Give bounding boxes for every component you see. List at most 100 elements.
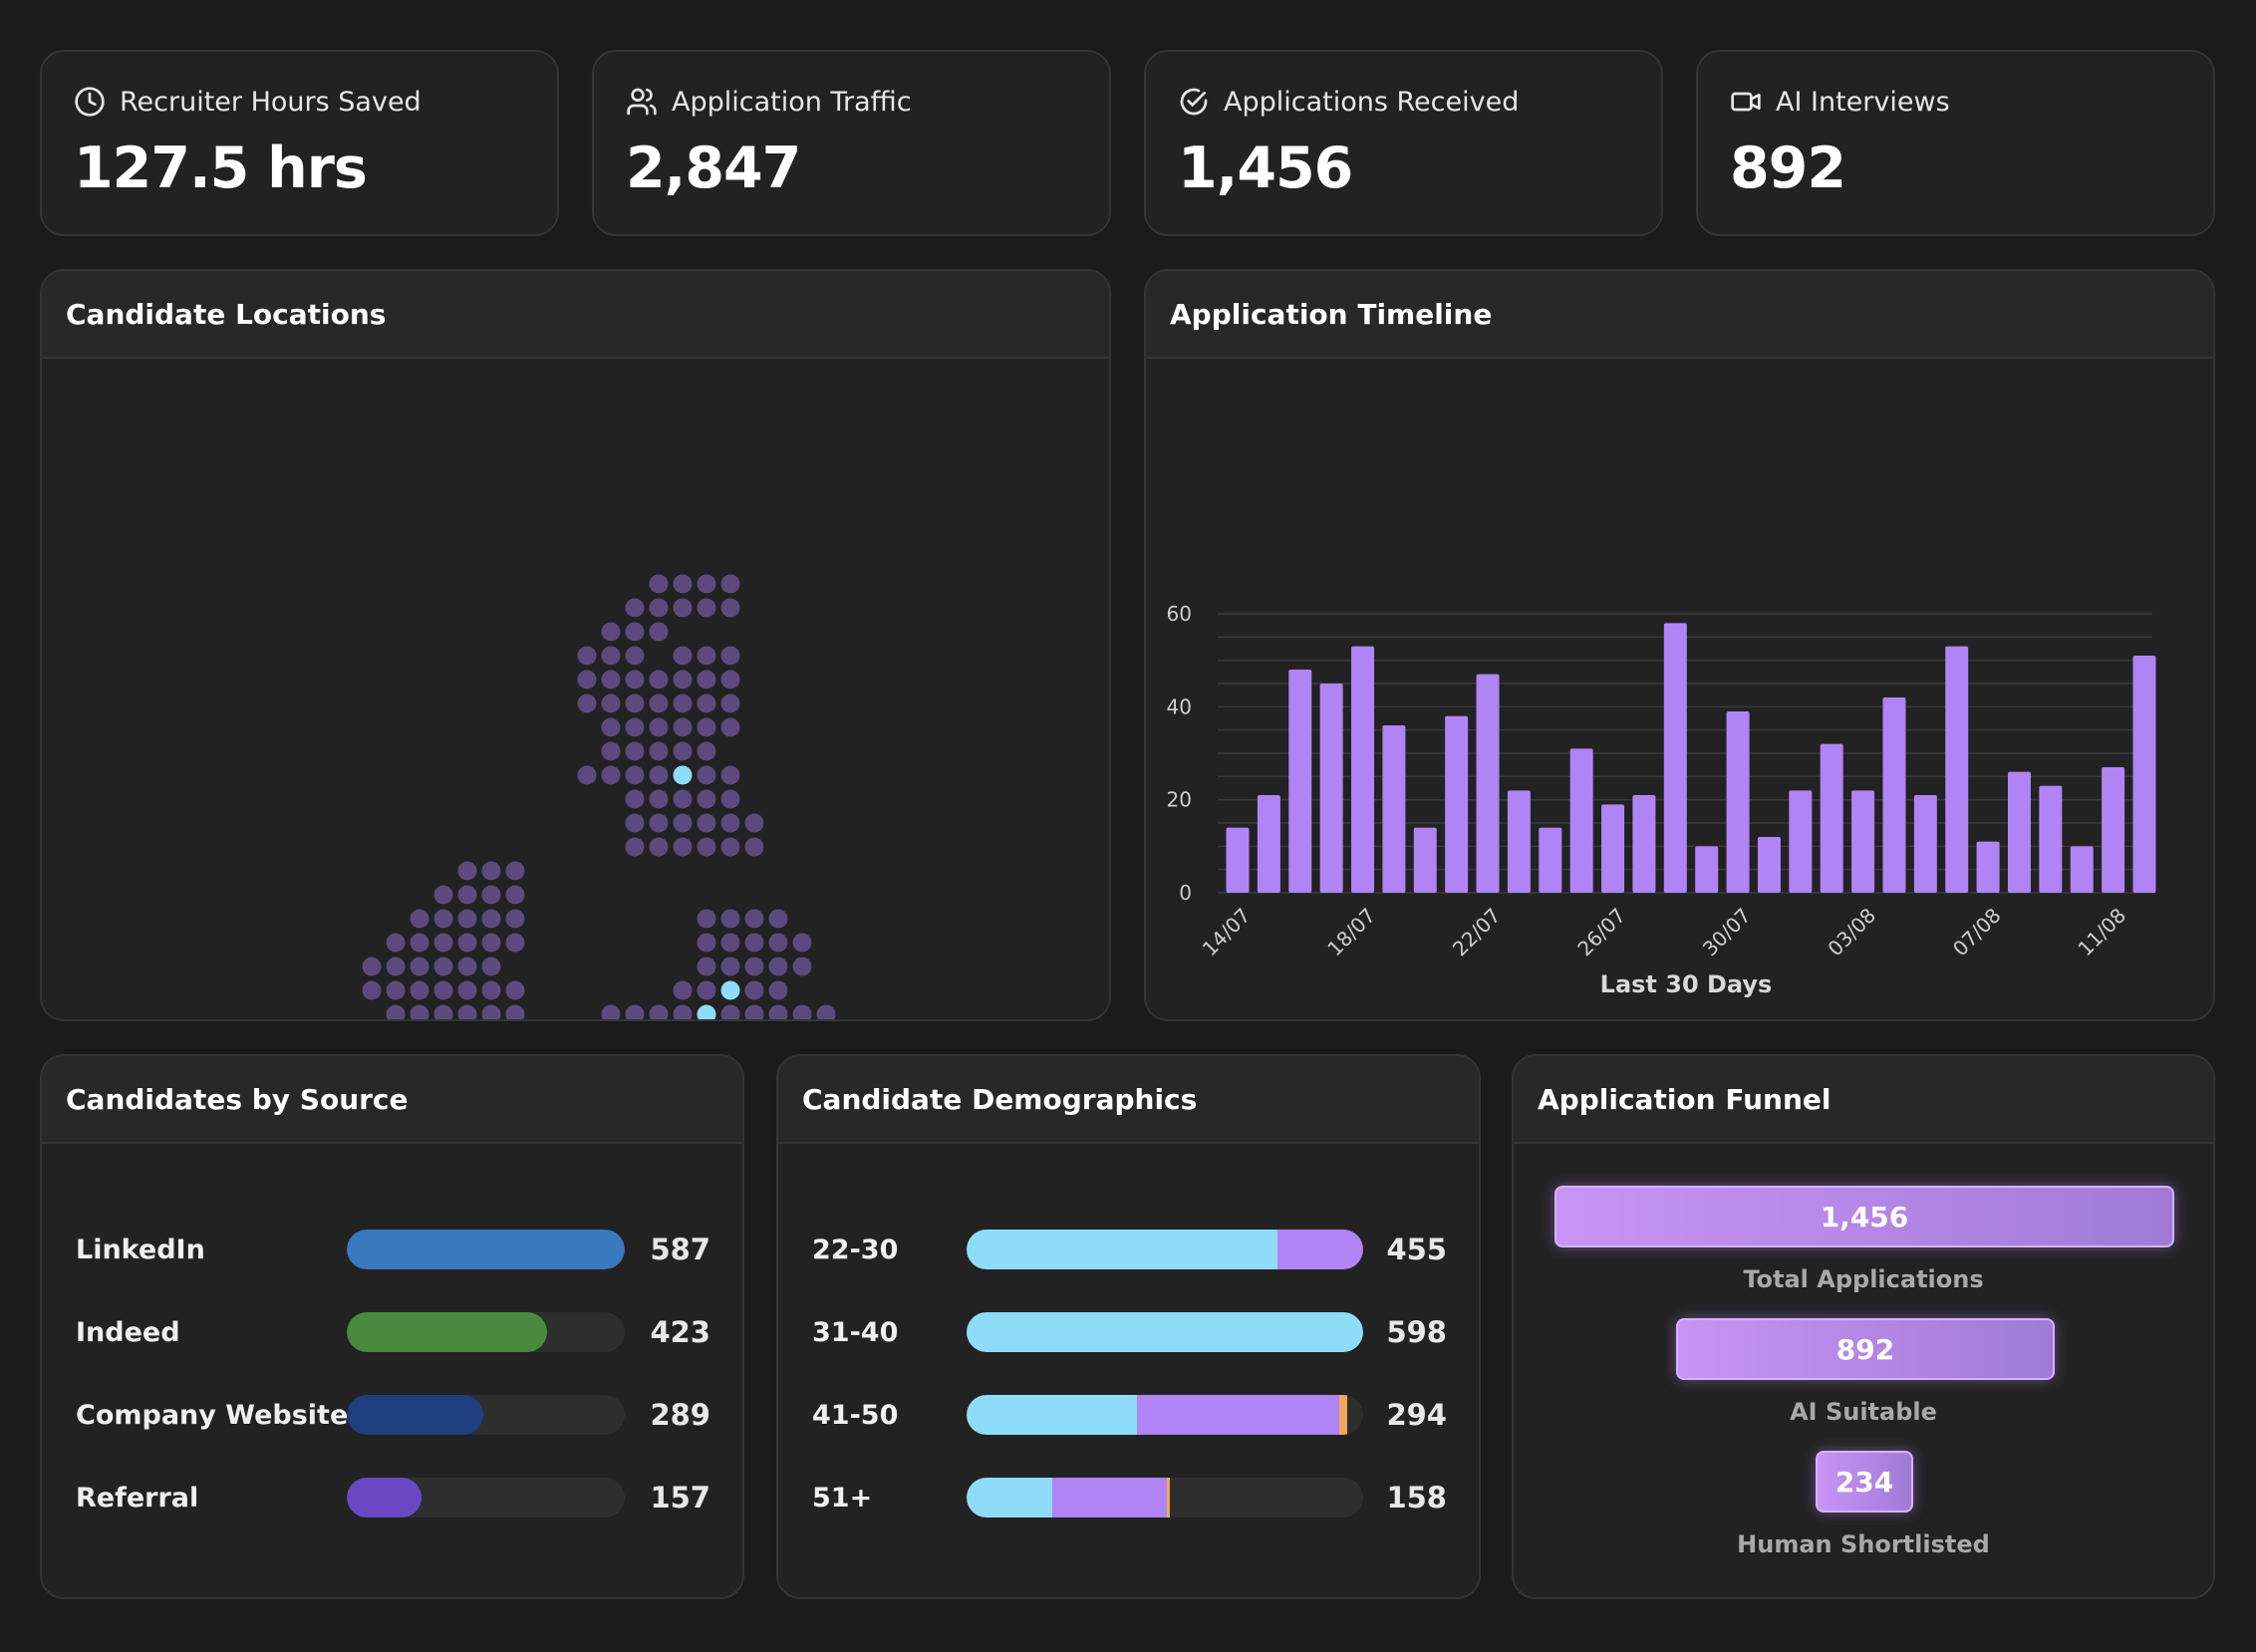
- location-dot: [362, 980, 382, 1000]
- location-dot: [481, 980, 501, 1000]
- timeline-bar[interactable]: [1632, 795, 1656, 893]
- timeline-bar[interactable]: [2070, 846, 2094, 893]
- location-dot: [720, 693, 740, 713]
- location-dot: [744, 837, 764, 857]
- x-tick-label: 30/07: [1698, 904, 1756, 962]
- location-dot: [673, 741, 693, 761]
- source-count: 157: [650, 1481, 710, 1514]
- location-dot: [720, 933, 740, 953]
- location-dot: [697, 837, 716, 857]
- location-dot: [433, 909, 453, 929]
- timeline-bar[interactable]: [2007, 771, 2031, 893]
- timeline-bar[interactable]: [1726, 711, 1750, 893]
- demographic-row[interactable]: 41-50 294: [810, 1393, 1447, 1437]
- location-dot: [673, 1004, 693, 1019]
- uk-dot-map[interactable]: [42, 359, 1109, 1019]
- timeline-bar[interactable]: [1882, 697, 1906, 893]
- location-dot: [386, 957, 406, 976]
- location-dot: [481, 861, 501, 881]
- location-dot: [720, 1004, 740, 1019]
- funnel-bar-total[interactable]: 1,456: [1554, 1186, 2174, 1247]
- source-row[interactable]: Referral 157: [74, 1476, 710, 1519]
- location-dot: [410, 1004, 429, 1019]
- timeline-bar[interactable]: [1789, 790, 1813, 893]
- location-dot: [481, 909, 501, 929]
- location-dot: [720, 837, 740, 857]
- timeline-bar[interactable]: [1226, 827, 1250, 893]
- timeline-bar[interactable]: [1757, 837, 1781, 893]
- location-dot: [649, 813, 669, 833]
- location-dot: [625, 693, 645, 713]
- source-bar-track: [347, 1395, 625, 1435]
- timeline-bar[interactable]: [1351, 646, 1375, 893]
- location-dot: [625, 622, 645, 642]
- timeline-bar[interactable]: [1976, 841, 2000, 893]
- candidate-locations-panel: Candidate Locations: [40, 269, 1111, 1021]
- location-dot: [792, 957, 812, 976]
- location-dot: [649, 789, 669, 809]
- demographic-count: 598: [1386, 1315, 1447, 1349]
- location-dot: [625, 717, 645, 737]
- location-dot: [744, 933, 764, 953]
- timeline-bar[interactable]: [1601, 804, 1625, 893]
- location-dot: [649, 670, 669, 689]
- demographic-count: 158: [1386, 1481, 1447, 1514]
- timeline-bar[interactable]: [1569, 748, 1593, 893]
- timeline-bar[interactable]: [1476, 674, 1500, 893]
- location-dot: [410, 933, 429, 953]
- timeline-bar[interactable]: [2039, 785, 2063, 893]
- location-dot: [433, 885, 453, 905]
- timeline-bar[interactable]: [1257, 795, 1280, 893]
- timeline-bar[interactable]: [2102, 767, 2125, 893]
- timeline-bar[interactable]: [1382, 725, 1406, 893]
- source-bar-fill: [347, 1230, 625, 1269]
- funnel-bar-ai-suitable[interactable]: 892: [1676, 1318, 2055, 1380]
- timeline-bar[interactable]: [1945, 646, 1969, 893]
- check-circle-icon: [1180, 88, 1208, 116]
- location-dot: [673, 813, 693, 833]
- timeline-bar[interactable]: [1507, 790, 1531, 893]
- location-dot: [481, 1004, 501, 1019]
- location-dot: [625, 765, 645, 785]
- location-marker-highlight[interactable]: [673, 765, 693, 785]
- location-dot: [697, 909, 716, 929]
- candidates-by-source-panel: Candidates by Source LinkedIn 587 Indeed 42…: [40, 1054, 744, 1599]
- location-dot: [481, 933, 501, 953]
- panel-title: Candidates by Source: [42, 1056, 742, 1144]
- demographic-bar-track: [967, 1478, 1363, 1517]
- demographic-row[interactable]: 31-40 598: [810, 1310, 1447, 1354]
- timeline-bar[interactable]: [1663, 623, 1687, 893]
- location-dot: [386, 933, 406, 953]
- demographic-row[interactable]: 51+ 158: [810, 1476, 1447, 1519]
- location-dot: [649, 693, 669, 713]
- timeline-bar[interactable]: [1445, 715, 1469, 893]
- demographic-row[interactable]: 22-30 455: [810, 1228, 1447, 1271]
- location-marker-highlight[interactable]: [697, 1004, 716, 1020]
- timeline-bar[interactable]: [1695, 846, 1719, 893]
- stat-value: 1,456: [1178, 136, 1353, 201]
- funnel-bar-human-shortlisted[interactable]: 234: [1816, 1451, 1913, 1513]
- location-dot: [505, 980, 525, 1000]
- timeline-bar[interactable]: [1319, 684, 1343, 893]
- demographic-count: 455: [1386, 1233, 1447, 1266]
- timeline-bar[interactable]: [1851, 790, 1875, 893]
- x-axis-label: Last 30 Days: [1600, 970, 1773, 998]
- source-row[interactable]: LinkedIn 587: [74, 1228, 710, 1271]
- location-dot: [457, 933, 477, 953]
- stat-label: Applications Received: [1224, 86, 1520, 118]
- location-dot: [625, 646, 645, 666]
- timeline-bar[interactable]: [2132, 656, 2156, 893]
- video-icon: [1731, 92, 1761, 112]
- source-bar-track: [347, 1478, 625, 1517]
- timeline-bar[interactable]: [1288, 670, 1312, 893]
- timeline-bar[interactable]: [1539, 827, 1562, 893]
- timeline-bar[interactable]: [1413, 827, 1437, 893]
- stat-card-application-traffic: Application Traffic 2,847: [592, 50, 1111, 236]
- source-row[interactable]: Company Website 289: [74, 1393, 710, 1437]
- timeline-bar[interactable]: [1820, 743, 1843, 893]
- x-tick-label: 03/08: [1823, 904, 1880, 962]
- location-marker-highlight[interactable]: [720, 980, 740, 1000]
- demographic-segment: [1051, 1478, 1167, 1517]
- source-row[interactable]: Indeed 423: [74, 1310, 710, 1354]
- timeline-bar[interactable]: [1913, 795, 1937, 893]
